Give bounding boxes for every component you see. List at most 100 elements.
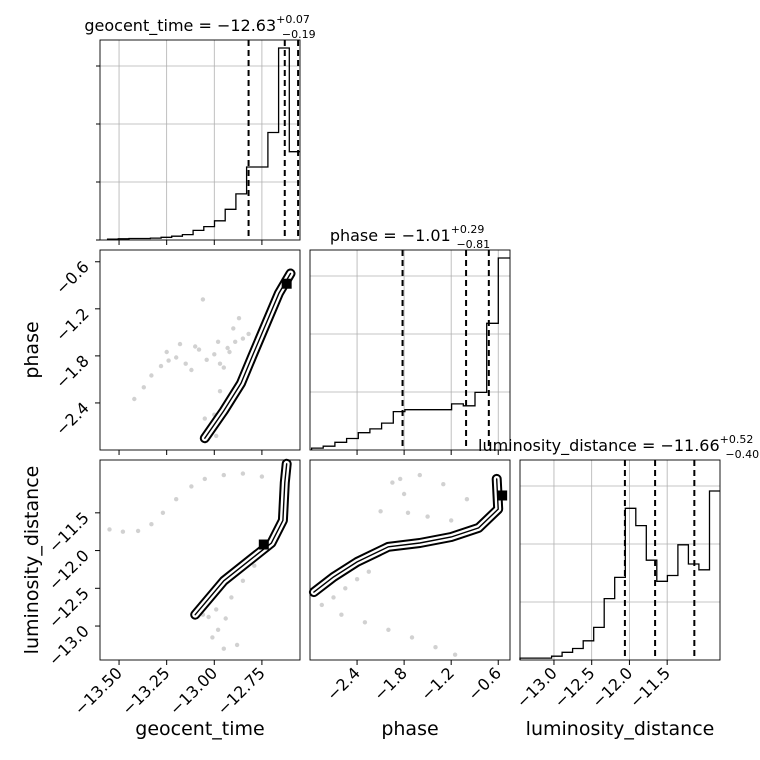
sample-point xyxy=(107,527,112,532)
y-tick-label-luminosity-distance: −12.0 xyxy=(45,546,93,594)
x-tick-label-luminosity-distance: −13.0 xyxy=(513,663,561,711)
x-tick-label-geocent-time: −13.00 xyxy=(166,663,221,718)
sample-point xyxy=(252,563,257,568)
panel-frame xyxy=(99,39,301,241)
x-tick-label-luminosity-distance: −12.0 xyxy=(588,663,636,711)
histogram-geocent-time xyxy=(106,47,300,240)
contour-inner xyxy=(204,272,292,439)
sample-point xyxy=(221,365,226,370)
panel-frame xyxy=(99,459,301,661)
hist-panel-luminosity-distance xyxy=(519,459,721,661)
y-label-luminosity-distance: luminosity_distance xyxy=(21,466,43,655)
sample-point xyxy=(259,474,265,479)
sample-point xyxy=(354,577,360,582)
y-tick-label-phase: −1.8 xyxy=(52,351,93,392)
x-tick-label-geocent-time: −13.25 xyxy=(118,663,173,718)
sample-point xyxy=(339,612,344,617)
y-tick-label-luminosity-distance: −13.0 xyxy=(45,621,93,669)
scatter-panel-phase-vs-geocent-time xyxy=(99,249,301,451)
x-label-geocent-time: geocent_time xyxy=(135,718,264,740)
sample-point xyxy=(452,652,458,657)
sample-point xyxy=(210,635,215,640)
sample-point xyxy=(212,352,217,357)
y-tick-label-phase: −1.2 xyxy=(52,304,93,345)
y-tick-label-luminosity-distance: −11.5 xyxy=(45,508,93,556)
sample-point xyxy=(233,339,238,344)
y-tick-label-phase: −0.6 xyxy=(52,257,93,298)
sample-point xyxy=(240,336,246,341)
x-label-luminosity-distance: luminosity_distance xyxy=(526,718,715,740)
sample-point xyxy=(401,491,407,497)
title-geocent-time: geocent_time = −12.63+0.07 −0.19 xyxy=(84,13,315,41)
panel-frame xyxy=(309,249,511,451)
sample-point xyxy=(240,471,246,476)
sample-point xyxy=(183,361,188,366)
scatter-panel-luminosity-distance-vs-phase xyxy=(309,459,511,661)
histogram-phase xyxy=(310,257,510,450)
sample-point xyxy=(409,635,415,640)
hist-panel-phase xyxy=(309,249,511,451)
sample-point xyxy=(217,361,223,366)
x-tick-label-phase: −2.4 xyxy=(323,663,364,704)
sample-point xyxy=(441,482,446,487)
y-tick-label-luminosity-distance: −12.5 xyxy=(45,584,93,632)
sample-point xyxy=(234,642,240,648)
sample-point xyxy=(246,331,251,337)
x-tick-label-phase: −0.6 xyxy=(464,663,505,704)
sample-point xyxy=(214,433,219,439)
x-tick-label-phase: −1.8 xyxy=(370,663,411,704)
sample-point xyxy=(196,347,202,352)
sample-point xyxy=(215,339,221,344)
sample-point xyxy=(120,529,126,534)
sample-point xyxy=(200,297,206,302)
mode-marker xyxy=(497,490,508,501)
sample-point xyxy=(343,586,348,591)
sample-point xyxy=(221,646,226,651)
panel-frame xyxy=(519,459,721,661)
title-phase: phase = −1.01+0.29 −0.81 xyxy=(330,223,490,251)
sample-point xyxy=(225,345,230,351)
x-label-phase: phase xyxy=(381,718,438,740)
sample-point xyxy=(390,480,395,485)
y-tick-label-phase: −2.4 xyxy=(52,398,93,439)
sample-point xyxy=(164,349,169,355)
sample-point xyxy=(189,367,194,373)
sample-point xyxy=(174,355,179,360)
sample-point xyxy=(204,357,209,362)
sample-point xyxy=(149,373,154,378)
sample-point xyxy=(398,476,403,482)
panel-frame xyxy=(309,459,511,661)
contour-inner xyxy=(313,478,499,593)
sample-point xyxy=(240,578,246,583)
sample-point xyxy=(174,497,179,502)
sample-point xyxy=(135,528,141,534)
sample-point xyxy=(158,363,164,369)
sample-point xyxy=(386,627,391,632)
scatter-panel-luminosity-distance-vs-geocent-time xyxy=(99,459,301,661)
sample-point xyxy=(378,509,383,514)
sample-point xyxy=(464,497,470,502)
sample-point xyxy=(202,416,207,421)
sample-point xyxy=(149,522,154,527)
sample-point xyxy=(160,510,166,515)
sample-point xyxy=(206,614,211,620)
histogram-luminosity-distance xyxy=(519,490,720,660)
sample-point xyxy=(221,472,226,478)
sample-point xyxy=(217,389,223,394)
sample-point xyxy=(189,484,194,489)
contour-luminosity-distance-vs-phase xyxy=(308,473,504,598)
y-label-phase: phase xyxy=(21,321,43,378)
sample-point xyxy=(331,595,336,600)
sample-point xyxy=(214,607,219,612)
sample-point xyxy=(223,616,228,621)
sample-point xyxy=(166,358,171,363)
sample-point xyxy=(227,349,232,355)
mode-marker xyxy=(281,278,292,289)
x-tick-label-geocent-time: −12.75 xyxy=(213,663,268,718)
sample-point xyxy=(236,316,242,321)
sample-point xyxy=(425,514,430,519)
sample-point xyxy=(193,344,198,349)
sample-point xyxy=(449,518,454,523)
sample-point xyxy=(229,595,234,600)
